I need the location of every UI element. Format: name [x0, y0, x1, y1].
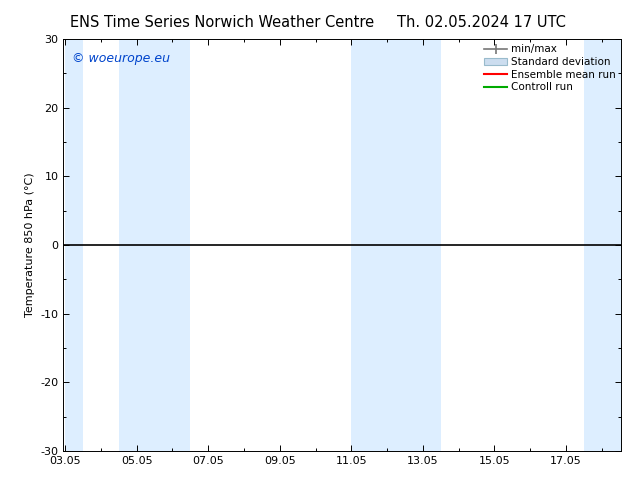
Bar	[351, 39, 369, 451]
Text: ENS Time Series Norwich Weather Centre: ENS Time Series Norwich Weather Centre	[70, 15, 374, 30]
Legend: min/max, Standard deviation, Ensemble mean run, Controll run: min/max, Standard deviation, Ensemble me…	[481, 41, 619, 96]
Text: © woeurope.eu: © woeurope.eu	[72, 51, 170, 65]
Y-axis label: Temperature 850 hPa (°C): Temperature 850 hPa (°C)	[25, 172, 35, 318]
Bar	[119, 39, 190, 451]
Bar	[584, 39, 623, 451]
Bar	[65, 39, 83, 451]
Bar	[369, 39, 441, 451]
Text: Th. 02.05.2024 17 UTC: Th. 02.05.2024 17 UTC	[398, 15, 566, 30]
